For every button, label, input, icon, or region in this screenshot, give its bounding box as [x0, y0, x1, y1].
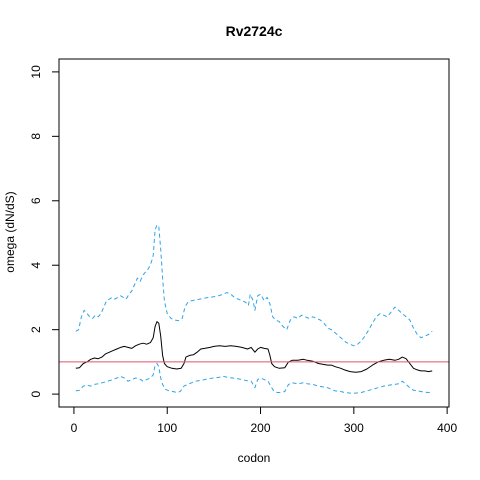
- x-tick-label: 200: [251, 421, 271, 435]
- y-tick-label: 4: [29, 262, 43, 269]
- series-line-lower-bound: [75, 363, 433, 394]
- y-tick-label: 10: [29, 65, 43, 79]
- x-tick-label: 400: [437, 421, 457, 435]
- y-axis: 0 2 4 6 8 10: [29, 65, 60, 397]
- series-layer: [75, 224, 433, 394]
- y-tick-label: 6: [29, 197, 43, 204]
- y-tick-label: 2: [29, 326, 43, 333]
- y-axis-label: omega (dN/dS): [3, 191, 17, 272]
- x-tick-label: 300: [344, 421, 364, 435]
- x-axis-label: codon: [238, 451, 271, 465]
- y-tick-label: 8: [29, 133, 43, 140]
- x-tick-label: 100: [157, 421, 177, 435]
- y-tick-label: 0: [29, 390, 43, 397]
- chart-title: Rv2724c: [226, 23, 283, 39]
- series-line-estimate: [75, 321, 433, 373]
- x-axis: 0 100 200 300 400: [71, 406, 457, 435]
- x-tick-label: 0: [71, 421, 78, 435]
